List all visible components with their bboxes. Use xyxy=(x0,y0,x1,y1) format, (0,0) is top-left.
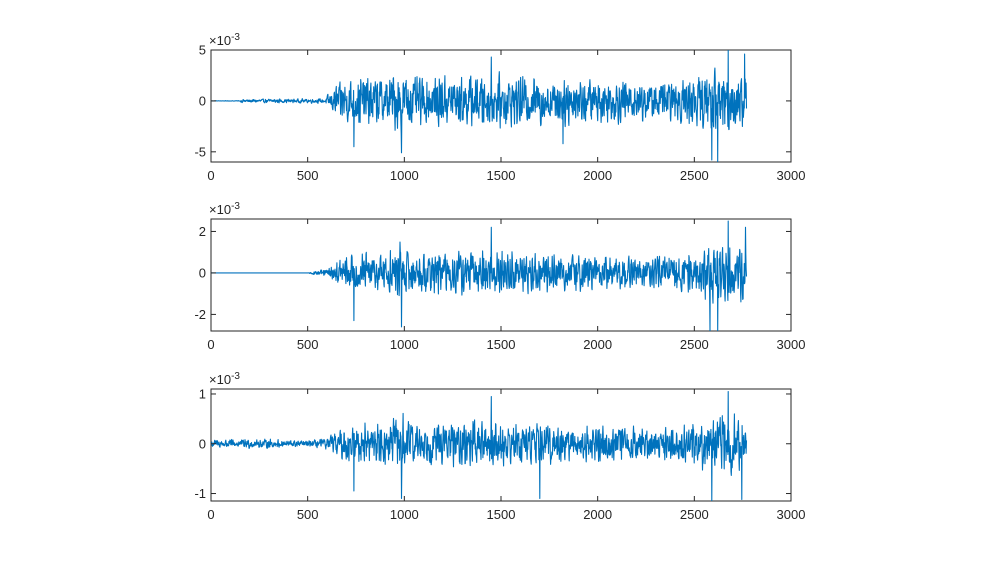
x-tick-label: 500 xyxy=(297,337,319,352)
series-line xyxy=(211,50,748,162)
x-tick-label: 500 xyxy=(297,507,319,522)
x-tick-label: 1500 xyxy=(487,337,516,352)
series-line xyxy=(211,390,748,501)
y-tick-label: 1 xyxy=(199,386,206,401)
subplot-1: 0 500 1000 1500 2000 2500 3000-505×10-3 xyxy=(194,32,805,183)
x-tick-label: 2000 xyxy=(583,168,612,183)
x-tick-label: 500 xyxy=(297,168,319,183)
x-tick-label: 1000 xyxy=(390,507,419,522)
x-tick-label: 0 xyxy=(207,507,214,522)
x-tick-label: 1500 xyxy=(487,168,516,183)
subplot-2: 0 500 1000 1500 2000 2500 3000-202×10-3 xyxy=(194,201,805,352)
y-tick-label: 2 xyxy=(199,224,206,239)
y-tick-label: 0 xyxy=(199,93,206,108)
x-tick-label: 2500 xyxy=(680,507,709,522)
y-tick-label: -2 xyxy=(194,307,206,322)
x-tick-label: 3000 xyxy=(777,168,806,183)
y-tick-label: 0 xyxy=(199,436,206,451)
y-exponent-power: -3 xyxy=(231,371,240,382)
x-tick-label: 2500 xyxy=(680,168,709,183)
x-tick-label: 1500 xyxy=(487,507,516,522)
x-tick-label: 2000 xyxy=(583,337,612,352)
y-exponent-label: ×10-3 xyxy=(209,201,240,217)
x-tick-label: 0 xyxy=(207,337,214,352)
x-tick-label: 2000 xyxy=(583,507,612,522)
subplot-3: 0 500 1000 1500 2000 2500 3000-101×10-3 xyxy=(194,371,805,522)
x-tick-label: 3000 xyxy=(777,507,806,522)
x-tick-label: 2500 xyxy=(680,337,709,352)
y-tick-label: -1 xyxy=(194,486,206,501)
x-tick-label: 1000 xyxy=(390,337,419,352)
y-exponent-power: -3 xyxy=(231,32,240,43)
x-tick-label: 3000 xyxy=(777,337,806,352)
y-tick-label: -5 xyxy=(194,144,206,159)
x-tick-label: 1000 xyxy=(390,168,419,183)
y-exponent-label: ×10-3 xyxy=(209,32,240,48)
series-line xyxy=(211,220,748,331)
y-tick-label: 5 xyxy=(199,43,206,58)
y-exponent-power: -3 xyxy=(231,201,240,212)
y-tick-label: 0 xyxy=(199,265,206,280)
x-tick-label: 0 xyxy=(207,168,214,183)
y-exponent-label: ×10-3 xyxy=(209,371,240,387)
